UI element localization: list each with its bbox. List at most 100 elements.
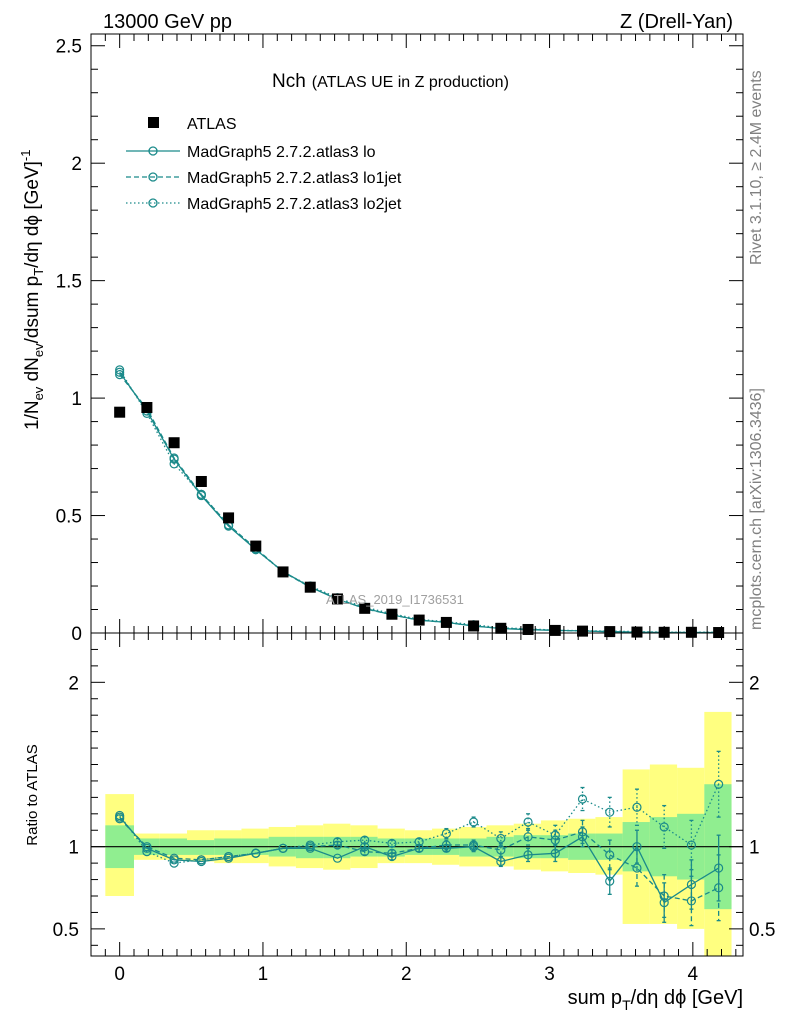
atlas-data-point: [631, 626, 643, 638]
atlas-data-point: [522, 623, 534, 635]
ratio-point-dashed: [550, 835, 560, 845]
ratio-point-dashed: [441, 840, 451, 850]
main-y-tick-label-2: 1: [71, 389, 82, 410]
rivet-version-label: Rivet 3.1.10, ≥ 2.4M events: [748, 70, 765, 265]
ratio-point-dotted: [414, 837, 424, 847]
legend-lo-label: MadGraph5 2.7.2.atlas3 lo: [187, 144, 376, 161]
ratio-point-solid: [332, 853, 343, 863]
ratio-point-dashed: [686, 896, 697, 906]
x-axis-label: sum pT/dη dϕ [GeV]: [568, 987, 743, 1013]
ratio-y-tick-label-right-1: 1: [749, 838, 760, 859]
ratio-point-dotted: [577, 794, 588, 804]
x-tick-label-2: 2: [401, 964, 412, 985]
ratio-point-dotted: [441, 828, 451, 839]
main-point-solid: [115, 367, 125, 377]
ylabel-part-1: 1/N: [22, 400, 43, 430]
ratio-point-dotted: [469, 817, 479, 827]
atlas-data-point: [685, 626, 697, 638]
atlas-data-point: [468, 620, 480, 632]
ratio-y-tick-label-right-2: 2: [749, 673, 760, 694]
main-point-dotted: [169, 459, 179, 469]
inner-band-bin: [459, 838, 487, 857]
legend-lo1jet-label: MadGraph5 2.7.2.atlas3 lo1jet: [187, 170, 402, 187]
ylabel-part-4: /dη dϕ [GeV]: [22, 161, 43, 268]
atlas-data-point: [440, 616, 452, 628]
ratio-curve-dotted: [119, 783, 720, 864]
ratio-point-dotted: [332, 837, 343, 847]
ratio-point-dashed: [577, 827, 588, 837]
legend-lo1jet-marker: [148, 172, 158, 182]
inner-band-bin: [187, 840, 215, 855]
main-y-tick-label-4: 2: [71, 154, 82, 175]
main-y-tick-label-3: 1.5: [56, 272, 82, 293]
ylabel-part-3: /dsum p: [22, 276, 43, 344]
ratio-point-solid: [605, 876, 615, 886]
ratio-point-dashed: [332, 840, 343, 850]
ratio-point-dotted: [360, 835, 370, 845]
chart-title-main: Nch: [272, 71, 306, 92]
ratio-point-solid: [523, 850, 533, 860]
ratio-point-dashed: [605, 850, 615, 860]
x-tick-labels: 0 1 2 3 4: [114, 964, 698, 985]
atlas-data-point: [577, 625, 589, 637]
atlas-data-point: [114, 406, 126, 418]
ratio-point-dashed: [496, 845, 506, 855]
ratio-point-dotted: [659, 822, 669, 832]
atlas-data-point: [168, 437, 180, 449]
ratio-point-dotted: [632, 802, 642, 812]
legend-lo-marker: [148, 146, 158, 156]
main-plot-panel: ATLAS_2019_I1736531 0 0.5 1 1.5 2 2.5 Nch (ATL…: [18, 33, 744, 645]
xlabel-part-2: /dη dϕ [GeV]: [631, 987, 743, 1009]
atlas-data-point: [604, 626, 616, 638]
main-point-dashed: [169, 453, 179, 463]
atlas-data-point: [359, 602, 371, 614]
header-energy-label: 13000 GeV pp: [103, 11, 232, 33]
ratio-point-dotted: [686, 840, 697, 850]
main-point-dotted: [196, 489, 206, 500]
atlas-data-point: [386, 608, 398, 620]
analysis-tag: ATLAS_2019_I1736531: [326, 592, 464, 607]
ratio-y-tick-label-1: 1: [68, 838, 79, 859]
main-y-tick-label-5: 2.5: [56, 37, 82, 58]
xlabel-sub: T: [622, 997, 631, 1013]
ratio-point-dotted: [278, 843, 288, 853]
legend-lo2jet-label: MadGraph5 2.7.2.atlas3 lo2jet: [187, 196, 402, 213]
legend: ATLAS MadGraph5 2.7.2.atlas3 lo MadGraph…: [126, 116, 402, 213]
ratio-point-dashed: [169, 853, 179, 863]
main-y-tick-label-0: 0: [71, 624, 82, 645]
atlas-data-point: [304, 581, 316, 593]
atlas-data-point: [549, 624, 561, 636]
ratio-point-dotted: [714, 779, 724, 789]
main-y-axis-label: 1/Nev dNev/dsum pT/dη dϕ [GeV]-1: [18, 150, 46, 431]
ratio-point-dotted: [251, 848, 261, 858]
main-y-tick-label-1: 0.5: [56, 507, 82, 528]
ratio-point-dotted: [196, 855, 206, 865]
ylabel-sub-2: ev: [31, 343, 46, 357]
ratio-point-dashed: [523, 832, 533, 842]
x-tick-label-3: 3: [544, 964, 555, 985]
x-tick-label-4: 4: [688, 964, 699, 985]
atlas-data-point: [277, 566, 289, 578]
main-axis-ticks: [90, 34, 743, 634]
ratio-point-dashed: [632, 863, 642, 873]
x-tick-label-0: 0: [114, 964, 125, 985]
atlas-data-point: [141, 401, 153, 413]
main-y-tick-labels: 0 0.5 1 1.5 2 2.5: [56, 37, 82, 645]
ratio-axis-ticks: [90, 633, 743, 956]
ratio-point-dotted: [387, 838, 397, 849]
chart-subtitle: (ATLAS UE in Z production): [312, 74, 509, 91]
ratio-point-dashed: [115, 814, 125, 824]
ratio-y-tick-labels: 0.5 0.5 1 1 2 2: [53, 673, 776, 941]
ratio-point-dotted: [142, 847, 152, 857]
main-curve-dotted: [119, 369, 719, 633]
atlas-data-point: [223, 512, 235, 524]
header-process-label: Z (Drell-Yan): [620, 11, 733, 33]
ratio-curves-layer: [115, 750, 724, 927]
ratio-point-solid: [496, 856, 506, 867]
ratio-y-axis-label: Ratio to ATLAS: [24, 744, 41, 845]
ratio-y-tick-label-0: 0.5: [53, 920, 79, 941]
legend-atlas-label: ATLAS: [187, 116, 237, 133]
ratio-point-dashed: [714, 883, 724, 893]
ratio-point-dotted: [523, 817, 533, 827]
